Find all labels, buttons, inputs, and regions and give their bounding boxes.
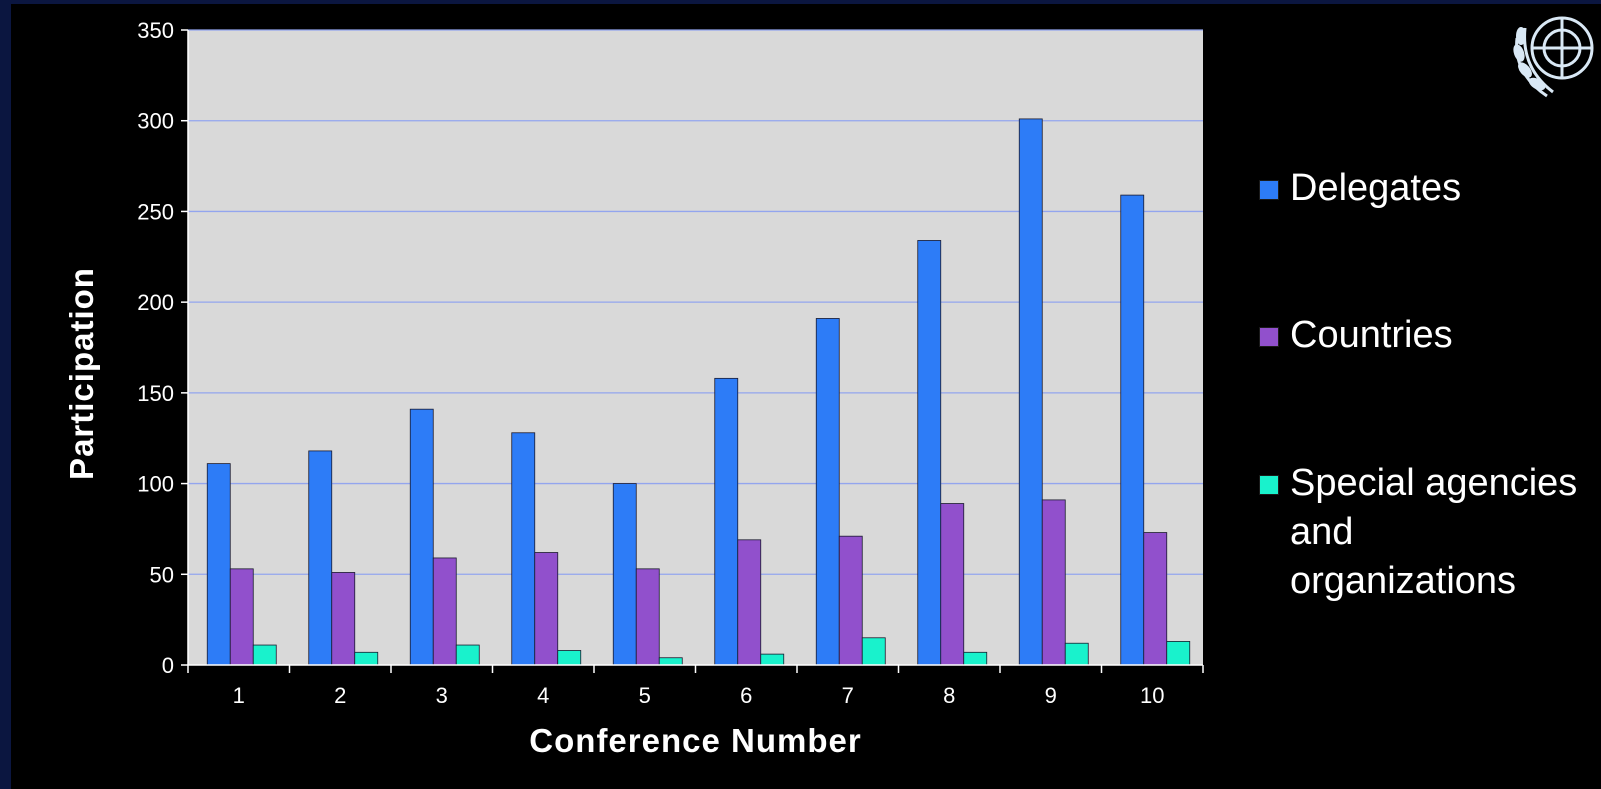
x-tick-label: 4 — [537, 683, 549, 708]
x-tick-label: 7 — [842, 683, 854, 708]
bar-countries-9 — [1041, 499, 1066, 666]
legend-label-countries: Countries — [1290, 314, 1453, 356]
bar-countries-2 — [331, 572, 356, 666]
y-axis-title: Participation — [63, 267, 100, 480]
x-tick-labels: 1 2 3 4 5 6 7 8 9 10 — [233, 683, 1165, 708]
legend-swatch-delegates — [1259, 180, 1279, 200]
bar-delegates-6 — [714, 377, 739, 666]
x-tick-label: 2 — [334, 683, 346, 708]
bar-special-6 — [760, 653, 785, 666]
bar-delegates-3 — [409, 408, 434, 666]
bar-chart: 0 50 100 150 200 250 300 350 1 2 3 4 5 6 7 8 9 10 Confer… — [63, 18, 1204, 759]
y-tick-label: 250 — [137, 199, 174, 224]
bar-delegates-1 — [206, 463, 231, 666]
legend-label-delegates: Delegates — [1290, 167, 1462, 209]
legend-swatch-countries — [1259, 327, 1279, 347]
y-tick-labels: 0 50 100 150 200 250 300 350 — [137, 18, 174, 678]
legend-swatch-special-agencies — [1259, 475, 1279, 495]
x-tick-label: 6 — [740, 683, 752, 708]
y-tick-label: 150 — [137, 381, 174, 406]
bar-delegates-4 — [511, 432, 536, 666]
bar-special-4 — [557, 650, 582, 666]
bar-countries-3 — [432, 557, 457, 666]
y-tick-label: 200 — [137, 290, 174, 315]
bar-delegates-5 — [612, 483, 637, 666]
x-tick-label: 8 — [943, 683, 955, 708]
x-tick-label: 1 — [233, 683, 245, 708]
x-tick-label: 5 — [639, 683, 651, 708]
bar-special-1 — [252, 644, 277, 666]
bar-delegates-9 — [1018, 118, 1043, 666]
bars — [206, 118, 1191, 666]
bar-special-10 — [1166, 641, 1191, 666]
y-tick-label: 0 — [162, 653, 174, 678]
bar-countries-7 — [838, 535, 863, 666]
bar-countries-10 — [1143, 532, 1168, 666]
y-tick-label: 100 — [137, 472, 174, 497]
bar-countries-1 — [229, 568, 254, 666]
un-emblem-icon — [1513, 16, 1594, 98]
bar-special-9 — [1064, 642, 1089, 666]
bar-special-2 — [354, 651, 379, 666]
x-axis-title: Conference Number — [529, 722, 861, 759]
bar-countries-6 — [737, 539, 762, 666]
x-tick-label: 9 — [1045, 683, 1057, 708]
axes — [181, 29, 1204, 673]
legend-label-special-agencies: Special agencies and organizations — [1290, 462, 1578, 602]
bar-delegates-2 — [308, 450, 333, 666]
bar-special-3 — [455, 644, 480, 666]
y-tick-label: 50 — [150, 562, 174, 587]
x-tick-label: 3 — [436, 683, 448, 708]
bar-delegates-7 — [815, 318, 840, 666]
bar-delegates-10 — [1120, 194, 1145, 666]
bar-special-5 — [658, 657, 683, 666]
x-tick-label: 10 — [1140, 683, 1164, 708]
chart-area: 0 50 100 150 200 250 300 350 1 2 3 4 5 6 7 8 9 10 Confer… — [11, 4, 1601, 789]
bar-special-7 — [861, 637, 886, 666]
bar-special-8 — [963, 651, 988, 666]
bar-countries-5 — [635, 568, 660, 666]
bar-countries-4 — [534, 552, 559, 666]
bar-countries-8 — [940, 503, 965, 666]
y-tick-label: 350 — [137, 18, 174, 43]
bar-delegates-8 — [917, 240, 942, 666]
y-tick-label: 300 — [137, 109, 174, 134]
